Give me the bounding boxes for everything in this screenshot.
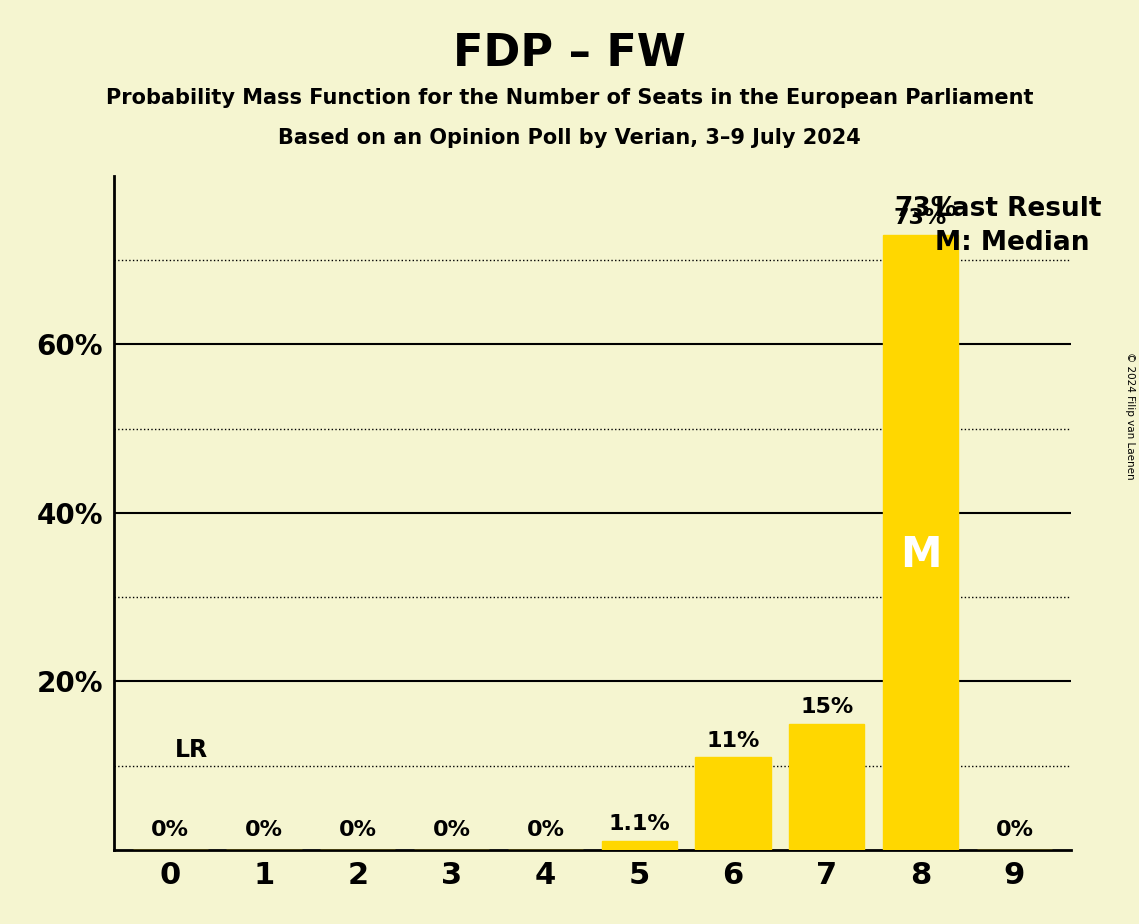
Text: 0%: 0%: [338, 820, 377, 840]
Bar: [601, 841, 677, 850]
Text: Probability Mass Function for the Number of Seats in the European Parliament: Probability Mass Function for the Number…: [106, 88, 1033, 108]
Bar: [696, 758, 770, 850]
Text: © 2024 Filip van Laenen: © 2024 Filip van Laenen: [1125, 352, 1134, 480]
Text: 0%: 0%: [245, 820, 282, 840]
Text: LR: LR: [175, 737, 208, 761]
Text: 73%: 73%: [894, 208, 948, 228]
Bar: [883, 235, 958, 850]
Text: 0%: 0%: [433, 820, 470, 840]
Text: 0%: 0%: [151, 820, 189, 840]
Text: Based on an Opinion Poll by Verian, 3–9 July 2024: Based on an Opinion Poll by Verian, 3–9 …: [278, 128, 861, 148]
Text: 1.1%: 1.1%: [608, 814, 670, 834]
Text: FDP – FW: FDP – FW: [453, 32, 686, 76]
Text: M: Median: M: Median: [935, 230, 1089, 256]
Text: 73%: 73%: [894, 196, 958, 222]
Text: 0%: 0%: [995, 820, 1033, 840]
Text: 15%: 15%: [801, 697, 853, 717]
Bar: [789, 723, 865, 850]
Text: Last Result: Last Result: [935, 196, 1101, 222]
Text: 11%: 11%: [706, 731, 760, 750]
Text: 0%: 0%: [526, 820, 565, 840]
Text: M: M: [900, 534, 941, 576]
